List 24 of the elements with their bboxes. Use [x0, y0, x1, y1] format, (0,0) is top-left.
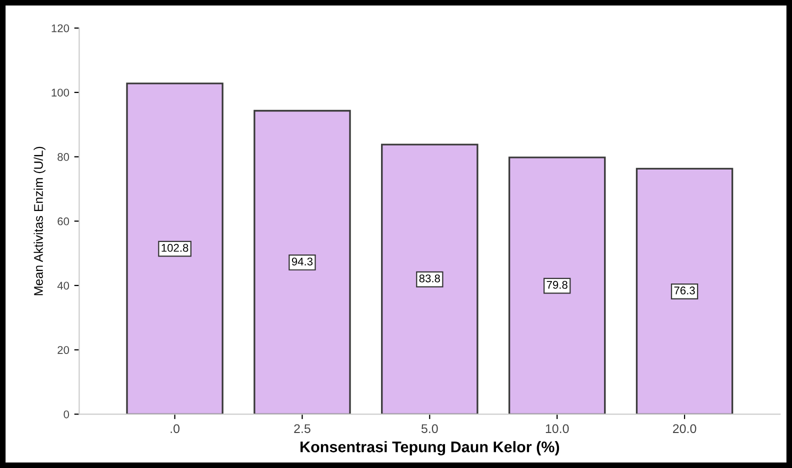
- data-label: 94.3: [292, 258, 313, 266]
- y-tick-label: 100: [52, 88, 70, 97]
- data-label: 83.8: [419, 274, 440, 282]
- y-tick-label: 120: [52, 24, 70, 32]
- x-tick-label: 5.0: [421, 424, 438, 434]
- x-tick-label: .0: [170, 424, 180, 434]
- x-axis-title: Konsentrasi Tepung Daun Kelor (%): [300, 441, 560, 456]
- y-tick-label: 80: [58, 153, 70, 161]
- y-tick-label: 20: [58, 346, 70, 354]
- bar: [254, 110, 351, 414]
- bar: [508, 156, 606, 414]
- bar: [636, 168, 734, 414]
- x-tick-label: 2.5: [294, 424, 310, 434]
- y-axis-title: Mean Aktivitas Enzim (U/L): [34, 146, 46, 296]
- y-tick-label: 0: [64, 410, 70, 418]
- data-label: 102.8: [162, 244, 188, 252]
- data-label: 76.3: [674, 286, 695, 294]
- bar: [126, 82, 224, 414]
- y-tick-label: 40: [57, 282, 70, 290]
- bar: [381, 144, 478, 414]
- x-tick-label: 10.0: [546, 424, 569, 434]
- x-tick-label: 20.0: [673, 424, 696, 434]
- y-tick-label: 60: [58, 217, 70, 226]
- data-label: 79.8: [546, 280, 568, 289]
